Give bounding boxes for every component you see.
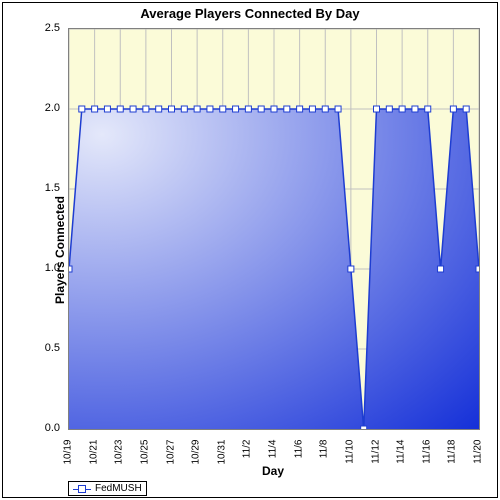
chart-title: Average Players Connected By Day bbox=[0, 6, 500, 21]
chart-container: Average Players Connected By Day Players… bbox=[0, 0, 500, 500]
y-tick-label: 1.5 bbox=[0, 182, 60, 194]
legend-label: FedMUSH bbox=[95, 483, 142, 494]
y-tick-label: 2.0 bbox=[0, 102, 60, 114]
y-tick-label: 2.5 bbox=[0, 22, 60, 34]
legend: FedMUSH bbox=[68, 481, 147, 496]
y-axis-label: Players Connected bbox=[53, 196, 67, 304]
y-tick-label: 0.5 bbox=[0, 342, 60, 354]
plot-svg bbox=[69, 29, 479, 429]
legend-marker-icon bbox=[73, 484, 91, 494]
y-tick-label: 0.0 bbox=[0, 422, 60, 434]
y-tick-label: 1.0 bbox=[0, 262, 60, 274]
plot-area bbox=[68, 28, 480, 430]
x-axis-label: Day bbox=[68, 464, 478, 478]
